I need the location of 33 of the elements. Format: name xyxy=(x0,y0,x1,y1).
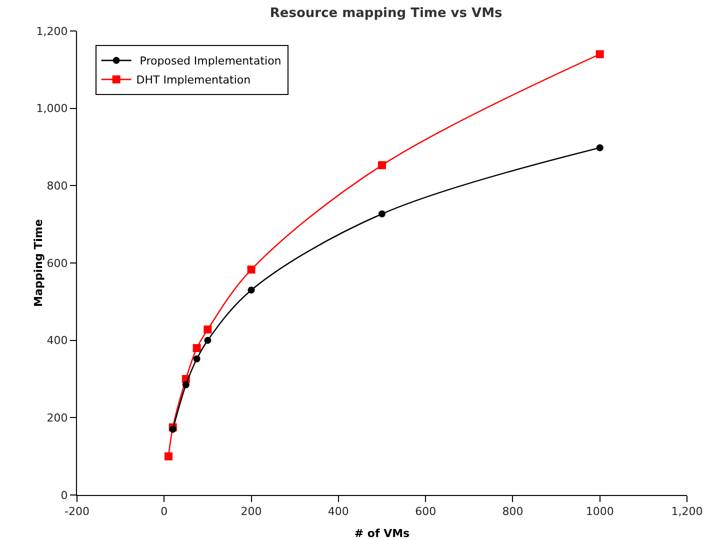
x-tick-label: 200 xyxy=(240,505,262,518)
point xyxy=(596,50,604,58)
point xyxy=(192,344,201,352)
y-tick-label: 1,000 xyxy=(36,102,68,116)
point xyxy=(204,326,212,334)
x-axis-title: # of VMs xyxy=(354,527,410,540)
x-tick-label: 1000 xyxy=(586,505,614,518)
point xyxy=(169,426,176,433)
y-axis-title: Mapping Time xyxy=(32,219,45,307)
y-tick-label: 1,200 xyxy=(36,24,68,38)
point xyxy=(248,286,255,294)
x-tick-label: 0 xyxy=(160,505,168,518)
legend-label: Proposed Implementation xyxy=(136,54,282,68)
point xyxy=(378,210,386,218)
point xyxy=(204,336,212,344)
point xyxy=(193,355,200,362)
x-tick-label: 400 xyxy=(328,505,349,518)
chart-title: Resource mapping Time vs VMs xyxy=(270,6,503,22)
x-tick-label: 600 xyxy=(415,505,436,518)
x-tick-label: 1,200 xyxy=(671,505,703,518)
x-tick-label: -200 xyxy=(64,505,90,518)
point xyxy=(378,161,386,170)
y-tick-label: 200 xyxy=(46,412,68,425)
y-tick-label: 600 xyxy=(46,256,68,270)
point xyxy=(164,452,172,460)
x-tick-label: 800 xyxy=(502,505,524,518)
legend-label: DHT Implementation xyxy=(136,74,251,87)
y-tick-label: 400 xyxy=(46,334,68,348)
y-tick-label: 0 xyxy=(60,488,68,502)
point xyxy=(247,266,256,274)
point xyxy=(182,381,190,388)
y-tick-label: 800 xyxy=(46,180,68,193)
point xyxy=(596,144,604,152)
